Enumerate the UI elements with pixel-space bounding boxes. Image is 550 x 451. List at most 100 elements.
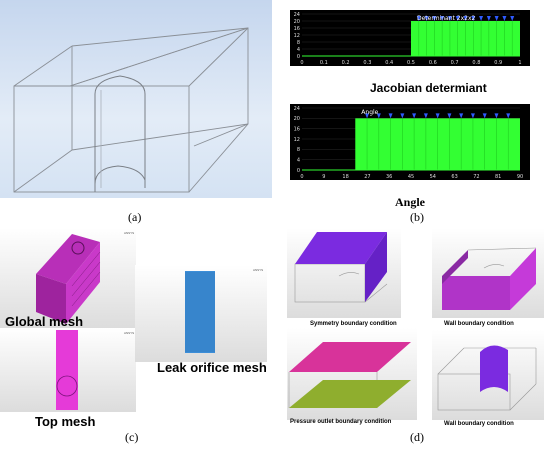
bar-marker [471,16,476,21]
bar-marker [416,16,421,21]
bar-marker [459,113,464,119]
jacobian-histogram: 0 4 8 12 16 20 24 0 0.1 0.2 0.3 0.4 0.5 0.6 0.7 0.8 0.9 1… [290,10,530,66]
x-tick-label: 0 [300,60,303,66]
symmetry-bc-label: Symmetry boundary condition [310,321,397,327]
jacobian-chart-title: Jacobian determiant [370,81,487,95]
y-tick-label: 20 [294,116,300,122]
x-tick-label: 90 [517,174,523,180]
bar-marker [435,113,440,119]
x-tick-label: 45 [408,174,414,180]
x-tick-label: 63 [451,174,457,180]
top-mesh-render [56,330,78,410]
bar-marker [510,16,515,21]
bar-marker [388,113,393,119]
ansys-logo-top: ANSYS [124,331,135,335]
x-tick-label: 0.7 [451,60,459,66]
bar-marker [494,113,499,119]
global-mesh-view: ANSYS [0,228,136,329]
bar-marker [502,16,507,21]
y-tick-label: 0 [297,54,300,60]
wall-bc-render-2 [437,345,537,411]
bar-marker [486,16,491,21]
x-tick-label: 27 [364,174,370,180]
bar-marker [424,16,429,21]
x-tick-label: 36 [386,174,392,180]
y-tick-label: 16 [294,126,300,132]
wall-bc-label-1: Wall boundary condition [444,321,514,327]
angle-chart-title: Angle [395,195,425,209]
x-tick-label: 0.8 [472,60,480,66]
top-mesh-label: Top mesh [35,414,96,429]
bar-marker [447,113,452,119]
ansys-logo-global: ANSYS [124,231,135,235]
chart-annotation: Determinant 2x2x2 [417,15,476,22]
angle-histogram: 0 4 8 12 16 20 24 0 9 18 27 36 45 54 63 72 81 90 Angle [290,104,530,180]
y-tick-label: 12 [294,33,300,39]
y-tick-label: 4 [297,47,300,53]
y-tick-label: 12 [294,137,300,143]
angle-histogram-svg: 0 4 8 12 16 20 24 0 9 18 27 36 45 54 63 72 81 90 Angle [294,106,524,180]
x-tick-label: 72 [473,174,479,180]
x-tick-label: 9 [322,174,325,180]
bar-marker [479,16,484,21]
caption-d: (d) [410,430,424,444]
geometry-wireframe [13,27,249,193]
x-tick-label: 0.9 [494,60,502,66]
x-tick-label: 0 [300,174,303,180]
y-tick-label: 0 [297,168,300,174]
y-tick-label: 8 [297,147,300,153]
orifice-mesh-label: Leak orifice mesh [157,360,267,375]
x-tick-label: 0.1 [320,60,328,66]
caption-b: (b) [410,210,424,224]
wall-bc-render-1 [442,247,537,310]
x-tick-label: 0.2 [342,60,350,66]
y-tick-label: 24 [294,106,300,112]
pressure-bc-label: Pressure outlet boundary condition [290,419,392,425]
symmetry-bc-render [294,232,388,303]
global-mesh-label: Global mesh [5,314,84,329]
x-tick-label: 1 [518,60,521,66]
y-tick-label: 16 [294,26,300,32]
bar-marker [440,16,445,21]
bar-marker [432,16,437,21]
bar-marker [463,16,468,21]
x-tick-label: 0.6 [429,60,437,66]
x-tick-label: 0.3 [363,60,371,66]
y-tick-label: 4 [297,157,300,163]
wall-bc-view-2 [432,330,544,420]
orifice-mesh-render [185,271,215,353]
ansys-logo-orifice: ANSYS [253,268,264,272]
symmetry-bc-view [287,228,401,318]
x-tick-label: 54 [430,174,436,180]
wall-bc-label-2: Wall boundary condition [444,421,514,427]
y-tick-label: 24 [294,12,300,18]
caption-a: (a) [128,210,142,224]
y-tick-label: 8 [297,40,300,46]
bar-marker [470,113,475,119]
x-tick-label: 18 [342,174,348,180]
wall-bc-view-1 [432,228,544,318]
orifice-mesh-view: ANSYS [135,265,267,362]
bar-marker [494,16,499,21]
pressure-bc-render [288,342,411,408]
global-mesh-render [36,234,101,324]
bar-marker [482,113,487,119]
x-tick-label: 0.4 [385,60,393,66]
top-mesh-view: ANSYS [0,328,136,412]
geometry-panel [0,0,272,198]
bar-marker [423,113,428,119]
caption-c: (c) [125,430,139,444]
bar-marker [447,16,452,21]
bar-marker [376,113,381,119]
bar-marker [412,113,417,119]
pressure-bc-view [287,328,417,420]
y-tick-label: 20 [294,19,300,25]
bar-marker [506,113,511,119]
bar-marker [400,113,405,119]
x-tick-label: 0.5 [407,60,415,66]
bar-marker [365,113,370,119]
x-tick-label: 81 [495,174,501,180]
bar-marker [455,16,460,21]
chart-annotation: Angle [361,109,378,116]
